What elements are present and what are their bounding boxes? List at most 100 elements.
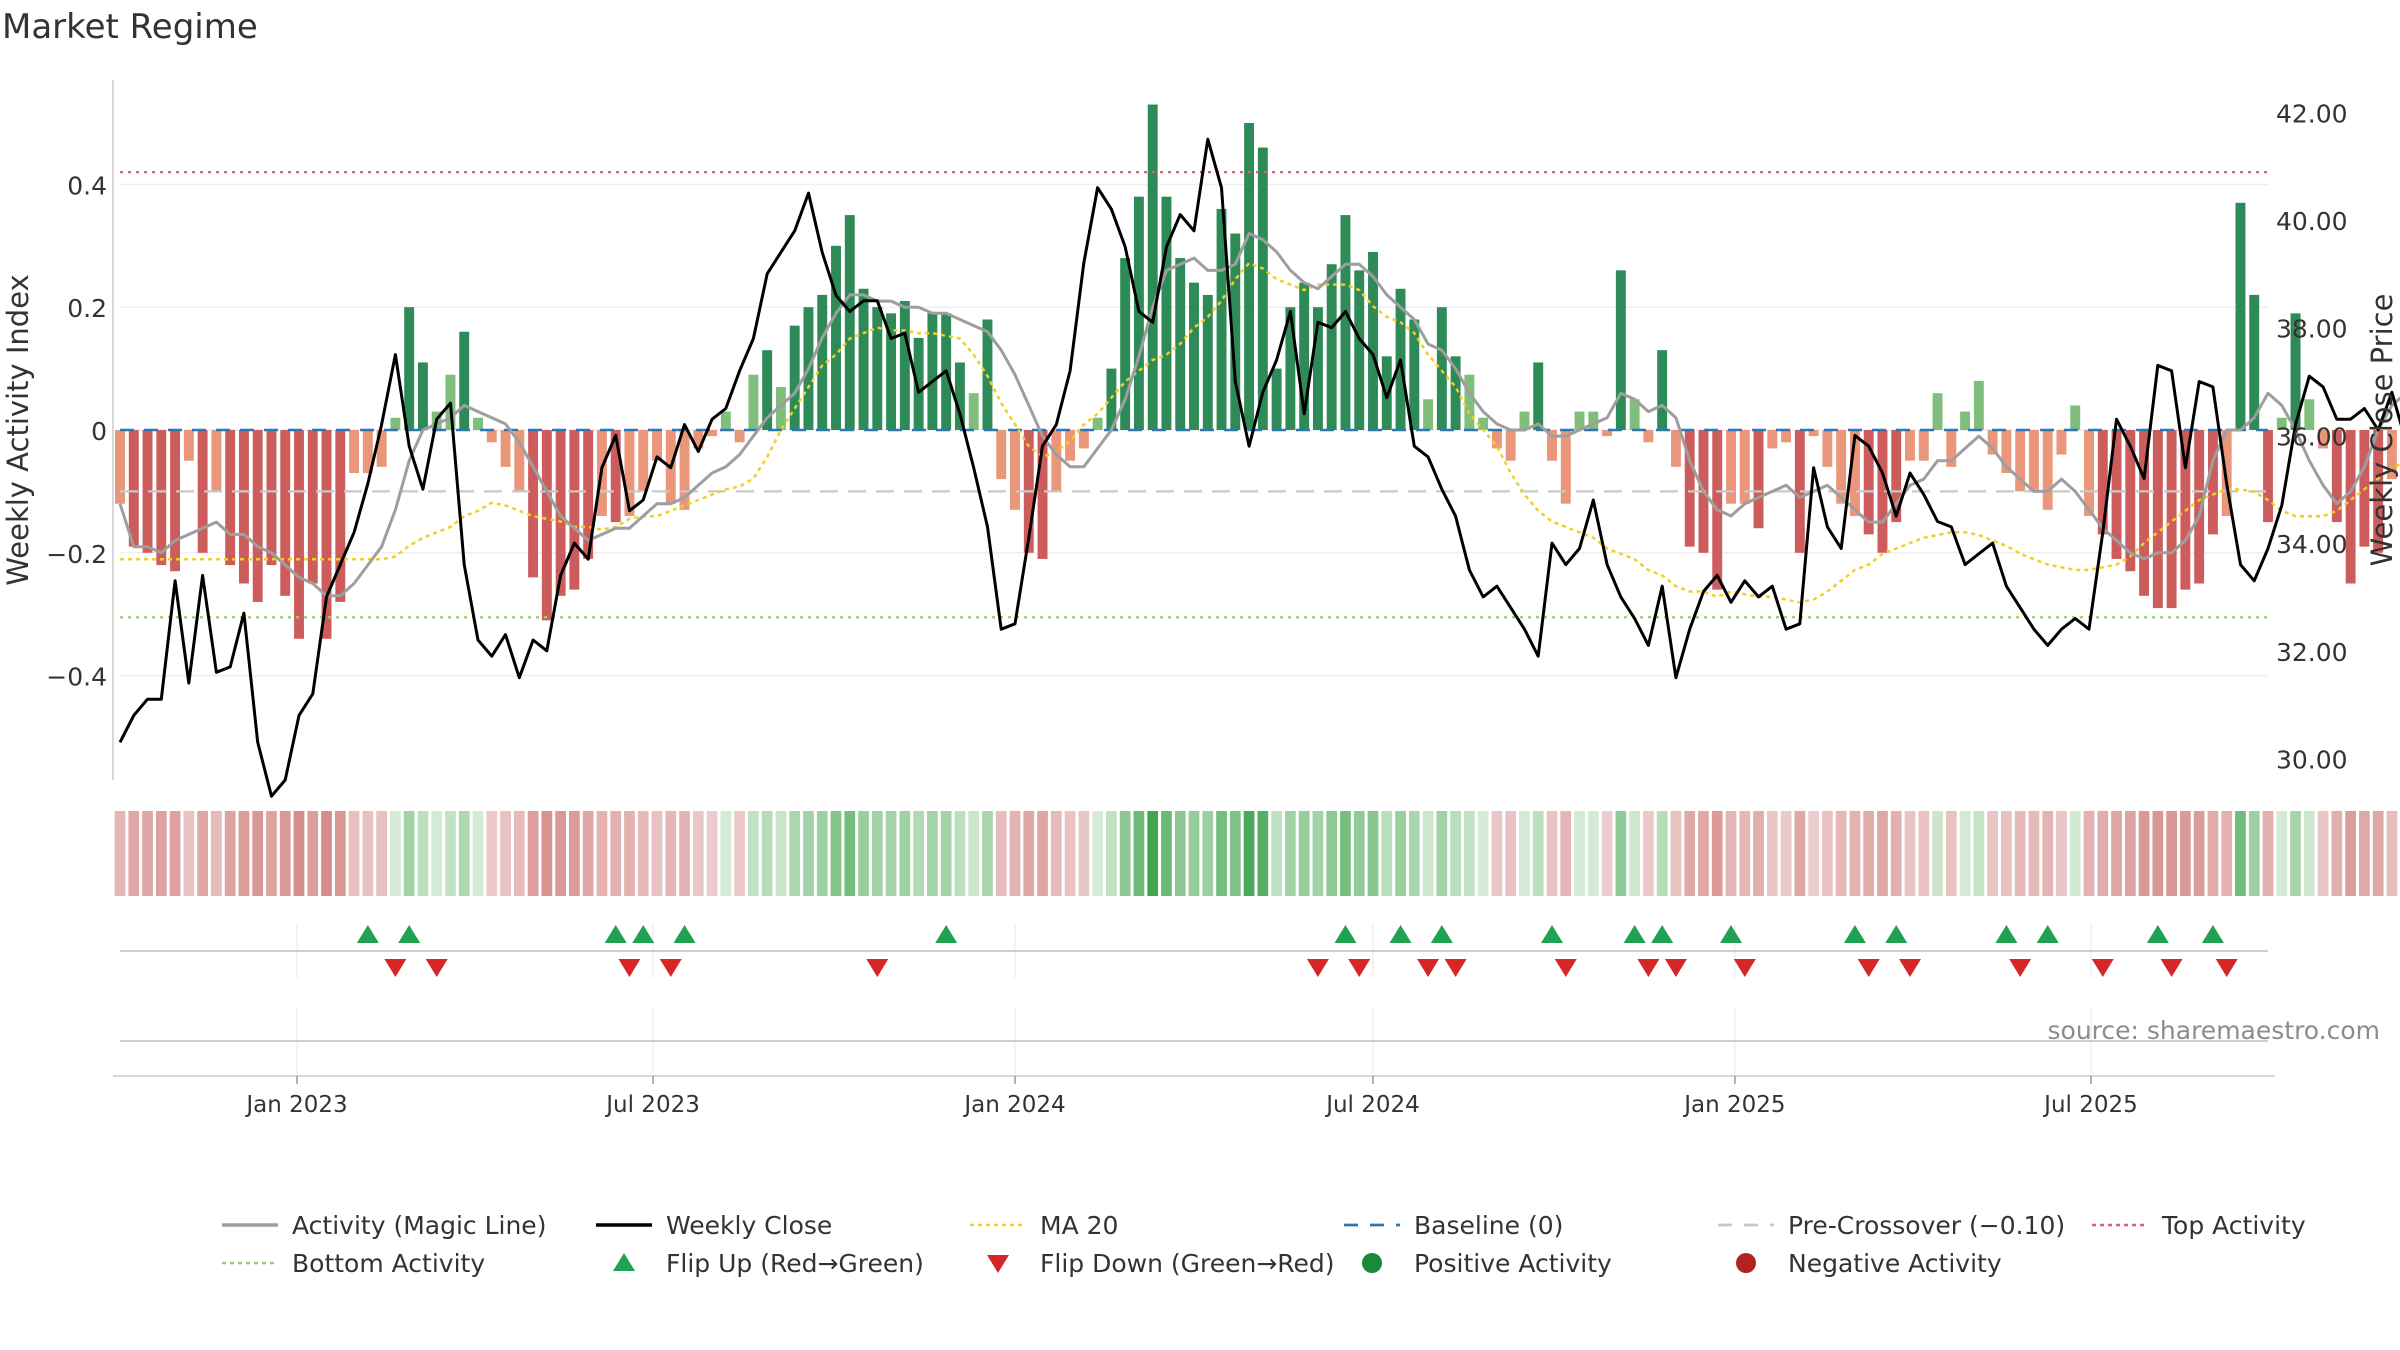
heat-cell [293,811,305,896]
source-note: source: sharemaestro.com [2048,1016,2381,1045]
heat-cell [2248,811,2260,896]
heat-cell [1519,811,1530,896]
activity-bar [927,313,938,430]
activity-bar [968,393,979,430]
heat-cell [1064,811,1076,896]
heat-cell [1739,811,1751,896]
heat-cell [2056,811,2067,896]
activity-bar [170,430,181,572]
activity-bar [1643,430,1654,443]
activity-bar [156,430,167,566]
heat-cell [2276,811,2288,896]
activity-bar [831,245,841,430]
heat-cell [1229,811,1241,896]
heat-cell [982,811,993,896]
legend-label: Pre-Crossover (−0.10) [1788,1211,2065,1240]
heat-cell [706,811,718,896]
y-axis-label-right: Weekly Close Price [2365,294,2399,567]
heat-cell [830,811,842,896]
heat-cell [266,811,277,896]
activity-bar [1794,430,1805,553]
heat-cell [1188,811,1200,896]
weekly-close-line [118,137,2400,798]
heat-cell [1698,811,1709,896]
heat-cell [610,811,622,896]
heat-cell [541,811,553,896]
heat-cell [500,811,511,896]
heat-cell [348,811,360,896]
activity-bar [1547,430,1557,461]
heat-cell [1477,811,1489,896]
flip-up-marker [1995,925,2018,943]
y-tick-label-right: 42.00 [2276,99,2348,128]
heat-cell [1395,811,1406,896]
activity-bar [734,430,745,443]
activity-bar [679,430,690,510]
heat-cell [885,811,897,896]
activity-bar [1849,430,1860,516]
activity-bar [321,430,332,639]
activity-bar [2001,430,2012,473]
flip-up-marker [673,925,696,943]
heat-cell [1808,811,1819,896]
regime-heat-strip [114,811,2398,896]
activity-bar [1753,430,1764,529]
heat-cell [2042,811,2054,896]
activity-bar [817,294,828,430]
heat-cell [1656,811,1668,896]
flip-down-marker [1899,959,1921,977]
lower-panel: source: sharemaestro.com Jan 2023 Jul 202… [113,1008,2380,1118]
activity-bar [1450,356,1461,430]
activity-bar [1409,319,1420,430]
heat-cell [1464,811,1475,896]
activity-bar [1244,122,1255,430]
activity-bar [913,337,924,430]
activity-bar [1905,430,1915,461]
activity-bar [844,215,855,430]
heat-cell [2303,811,2315,896]
activity-bar [1299,282,1310,430]
heat-cell [252,811,264,896]
activity-bar [528,430,539,578]
flip-up-marker [1389,925,1412,943]
activity-bar [128,430,139,547]
activity-bar [197,430,208,553]
heat-cell [748,811,759,896]
activity-bar [404,307,415,430]
y-tick-label-right: 34.00 [2276,530,2348,559]
heat-cell [761,811,773,896]
heat-cell [1422,811,1434,896]
heat-cell [2069,811,2081,896]
heat-cell [1119,811,1131,896]
activity-bar [1505,430,1516,461]
activity-bar [1010,430,1020,510]
heat-cell [596,811,608,896]
x-tick-label: Jan 2025 [1682,1092,1785,1118]
legend-item: Top Activity [2092,1211,2306,1240]
activity-bar [1271,368,1282,430]
y-tick-label-left: 0.4 [67,171,107,200]
activity-bar [1478,417,1489,430]
heat-cell [803,811,814,896]
heat-cell [734,811,745,896]
activity-bar [569,430,580,590]
heat-cell [775,811,787,896]
heat-cell [1766,811,1778,896]
heat-cell [1835,811,1847,896]
heat-cell [527,811,539,896]
activity-bar [252,430,263,602]
activity-bar [1822,430,1833,467]
activity-bar [1161,196,1172,430]
heat-cell [279,811,291,896]
activity-bar [211,430,222,492]
heat-cell [624,811,635,896]
activity-bar [1491,430,1502,449]
heat-cell [417,811,429,896]
flip-down-marker [866,959,889,977]
activity-bar [459,331,470,430]
heat-cell [569,811,580,896]
y-ticks-left: −0.4 −0.2 0 0.2 0.4 [46,171,107,691]
flip-down-marker [618,959,641,977]
heat-cell [1298,811,1310,896]
flip-down-marker [1306,959,1329,977]
